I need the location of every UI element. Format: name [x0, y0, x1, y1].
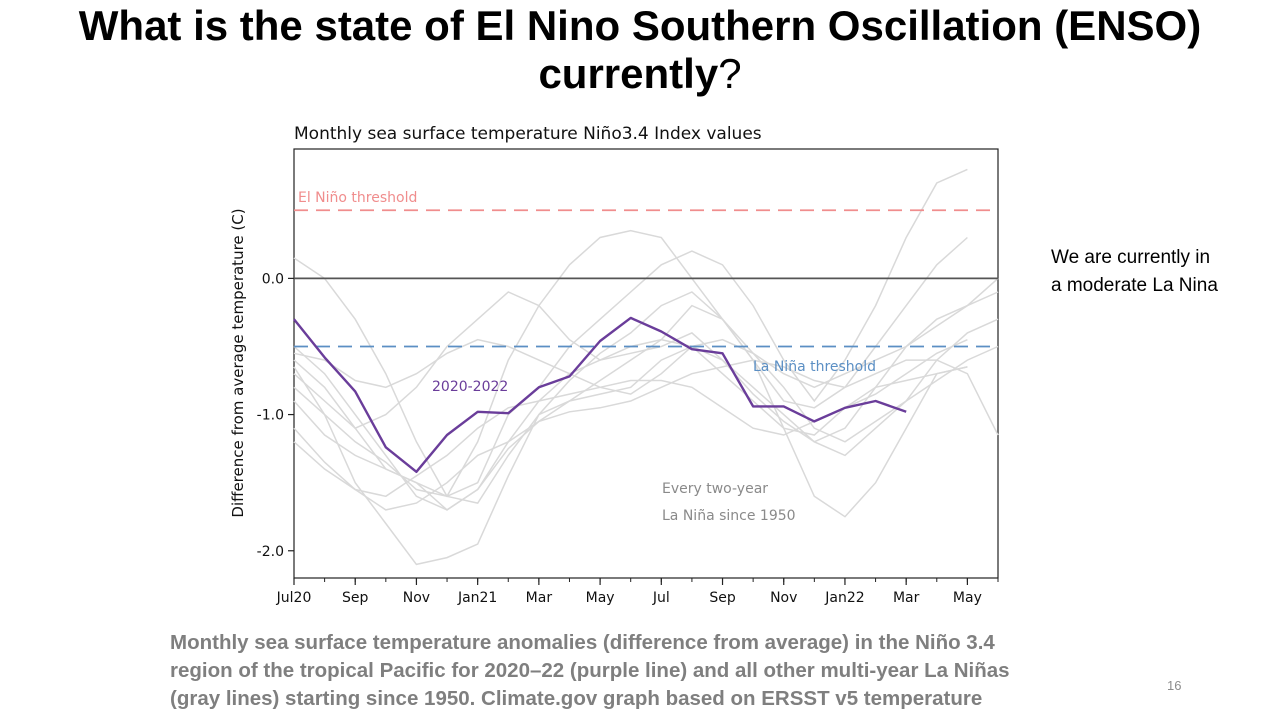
side-note-line: a moderate La Nina [1051, 275, 1218, 296]
y-axis-label: Difference from average temperature (C) [229, 208, 247, 517]
caption-line: Monthly sea surface temperature anomalie… [170, 631, 995, 654]
annotation-2020-2022: 2020-2022 [432, 379, 508, 395]
series-line-8 [293, 339, 968, 498]
series-line-10 [293, 277, 999, 511]
x-tick-label: May [953, 590, 982, 606]
x-tick-label: Jan21 [457, 590, 497, 606]
x-tick-label: Sep [342, 590, 369, 606]
series-line-6 [293, 359, 999, 511]
slide-title: What is the state of El Nino Southern Os… [40, 2, 1240, 98]
y-tick-label: -1.0 [257, 408, 284, 424]
x-tick-label: Mar [893, 590, 920, 606]
la-nina-threshold-label: La Niña threshold [753, 359, 876, 375]
series-line-5 [293, 345, 968, 504]
x-tick-label: Sep [709, 590, 736, 606]
plot-area: El Niño threshold La Niña threshold 2020-2… [257, 148, 999, 606]
x-tick-label: Jul [652, 590, 670, 606]
series-line-3 [293, 318, 999, 511]
series-line-1 [293, 168, 968, 498]
x-tick-label: Jan22 [824, 590, 864, 606]
x-tick-label: Nov [403, 590, 430, 606]
slide-title-bold: What is the state of El Nino Southern Os… [78, 2, 1202, 97]
x-tick-label: Jul20 [276, 590, 312, 606]
plot-frame [293, 148, 999, 579]
y-tick-label: 0.0 [262, 271, 284, 287]
series-line-highlight [293, 316, 907, 473]
figure-caption: Monthly sea surface temperature anomalie… [170, 629, 1170, 713]
annotation-every-two-year: Every two-year [662, 481, 768, 497]
annotation-la-nina-since: La Niña since 1950 [662, 508, 796, 524]
series-line-4 [293, 291, 968, 566]
side-note: We are currently in a moderate La Nina [1051, 244, 1271, 300]
slide-title-question-mark: ? [718, 50, 742, 97]
page-number: 16 [1167, 678, 1182, 693]
caption-line: (gray lines) starting since 1950. Climat… [170, 687, 983, 710]
el-nino-threshold-label: El Niño threshold [298, 190, 417, 206]
x-tick-label: May [586, 590, 615, 606]
series-line-9 [293, 338, 999, 443]
caption-line: region of the tropical Pacific for 2020–… [170, 659, 1010, 682]
x-tick-label: Mar [526, 590, 553, 606]
y-tick-label: -2.0 [257, 544, 284, 560]
side-note-line: We are currently in [1051, 247, 1211, 268]
x-tick-label: Nov [770, 590, 797, 606]
chart-title: Monthly sea surface temperature Niño3.4 … [294, 124, 762, 144]
